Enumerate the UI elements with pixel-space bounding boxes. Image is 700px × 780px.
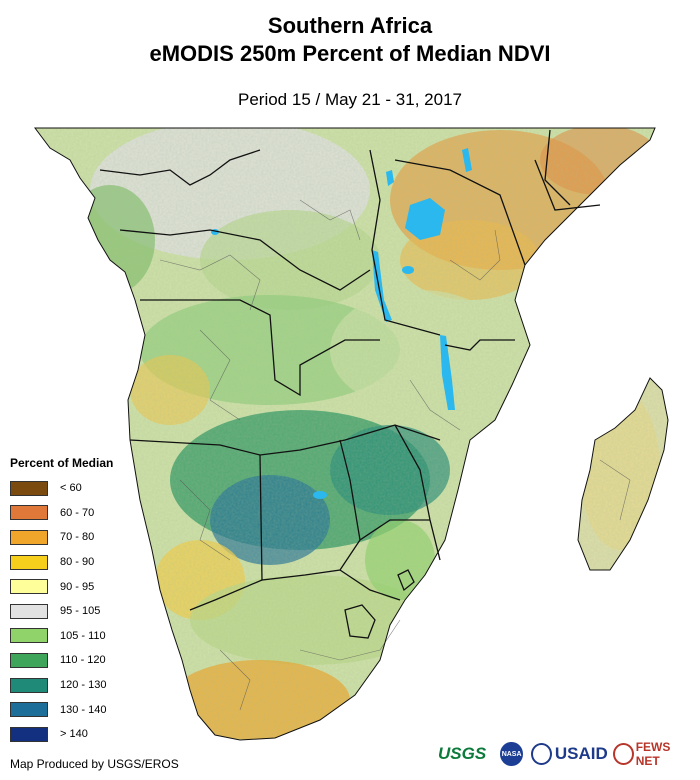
legend-swatch — [10, 652, 48, 668]
legend-label: 70 - 80 — [60, 531, 95, 544]
ndvi-map — [34, 127, 669, 741]
legend-swatch — [10, 603, 48, 619]
map-title-line2: eMODIS 250m Percent of Median NDVI — [149, 41, 551, 66]
legend-swatch — [10, 628, 48, 644]
legend-label: 120 - 130 — [60, 679, 107, 692]
period-subtitle: Period 15 / May 21 - 31, 2017 — [238, 90, 462, 109]
legend-title: Percent of Median — [10, 456, 114, 470]
lakes — [211, 148, 472, 499]
legend-label: > 140 — [60, 728, 88, 741]
legend-label: 95 - 105 — [60, 605, 101, 618]
lake-malawi — [440, 335, 455, 410]
nasa-logo: NASA — [500, 742, 523, 766]
legend-item: 120 - 130 — [10, 673, 130, 698]
map-title-line1: Southern Africa — [267, 13, 433, 38]
lake-turkana — [462, 148, 472, 172]
eswatini-border — [397, 569, 415, 592]
legend-swatch — [10, 677, 48, 693]
legend-label: < 60 — [60, 482, 82, 495]
usaid-seal-icon — [530, 743, 552, 765]
legend-label: 105 - 110 — [60, 629, 106, 642]
legend-swatch — [10, 480, 48, 496]
legend-item: 90 - 95 — [10, 574, 130, 599]
map-credit: Map Produced by USGS/EROS — [10, 757, 179, 771]
lake-victoria — [405, 198, 445, 240]
lesotho-border — [344, 604, 376, 639]
lake-albert — [386, 170, 394, 186]
legend-item: 110 - 120 — [10, 648, 130, 673]
legend-swatch — [10, 554, 48, 570]
fews-net-logo: FEWS NET — [635, 740, 671, 768]
legend-item: 70 - 80 — [10, 525, 130, 550]
lake-tanganyika — [372, 250, 392, 322]
legend-swatch — [10, 579, 48, 595]
legend-label: 90 - 95 — [60, 580, 95, 593]
legend: Percent of Median < 60 60 - 70 70 - 80 80 -… — [10, 456, 130, 747]
legend-label: 130 - 140 — [60, 703, 107, 716]
legend-swatch — [10, 702, 48, 718]
logo-bar: USGS NASA USAID FEWS NET — [438, 738, 694, 770]
legend-item: 95 - 105 — [10, 599, 130, 624]
legend-label: 110 - 120 — [60, 654, 106, 667]
usgs-logo: USGS — [438, 744, 487, 763]
usaid-logo: USAID — [554, 744, 608, 763]
legend-item: 60 - 70 — [10, 501, 130, 526]
legend-label: 80 - 90 — [60, 556, 95, 569]
legend-item: < 60 — [10, 476, 130, 501]
legend-label: 60 - 70 — [60, 506, 95, 519]
legend-swatch — [10, 726, 48, 742]
legend-swatch — [10, 529, 48, 545]
legend-item: 80 - 90 — [10, 550, 130, 575]
legend-item: 130 - 140 — [10, 697, 130, 722]
legend-item: 105 - 110 — [10, 624, 130, 649]
legend-swatch — [10, 505, 48, 521]
admin-borders — [159, 199, 631, 711]
legend-item: > 140 — [10, 722, 130, 747]
country-borders — [99, 129, 601, 639]
fews-seal-icon — [612, 743, 634, 765]
